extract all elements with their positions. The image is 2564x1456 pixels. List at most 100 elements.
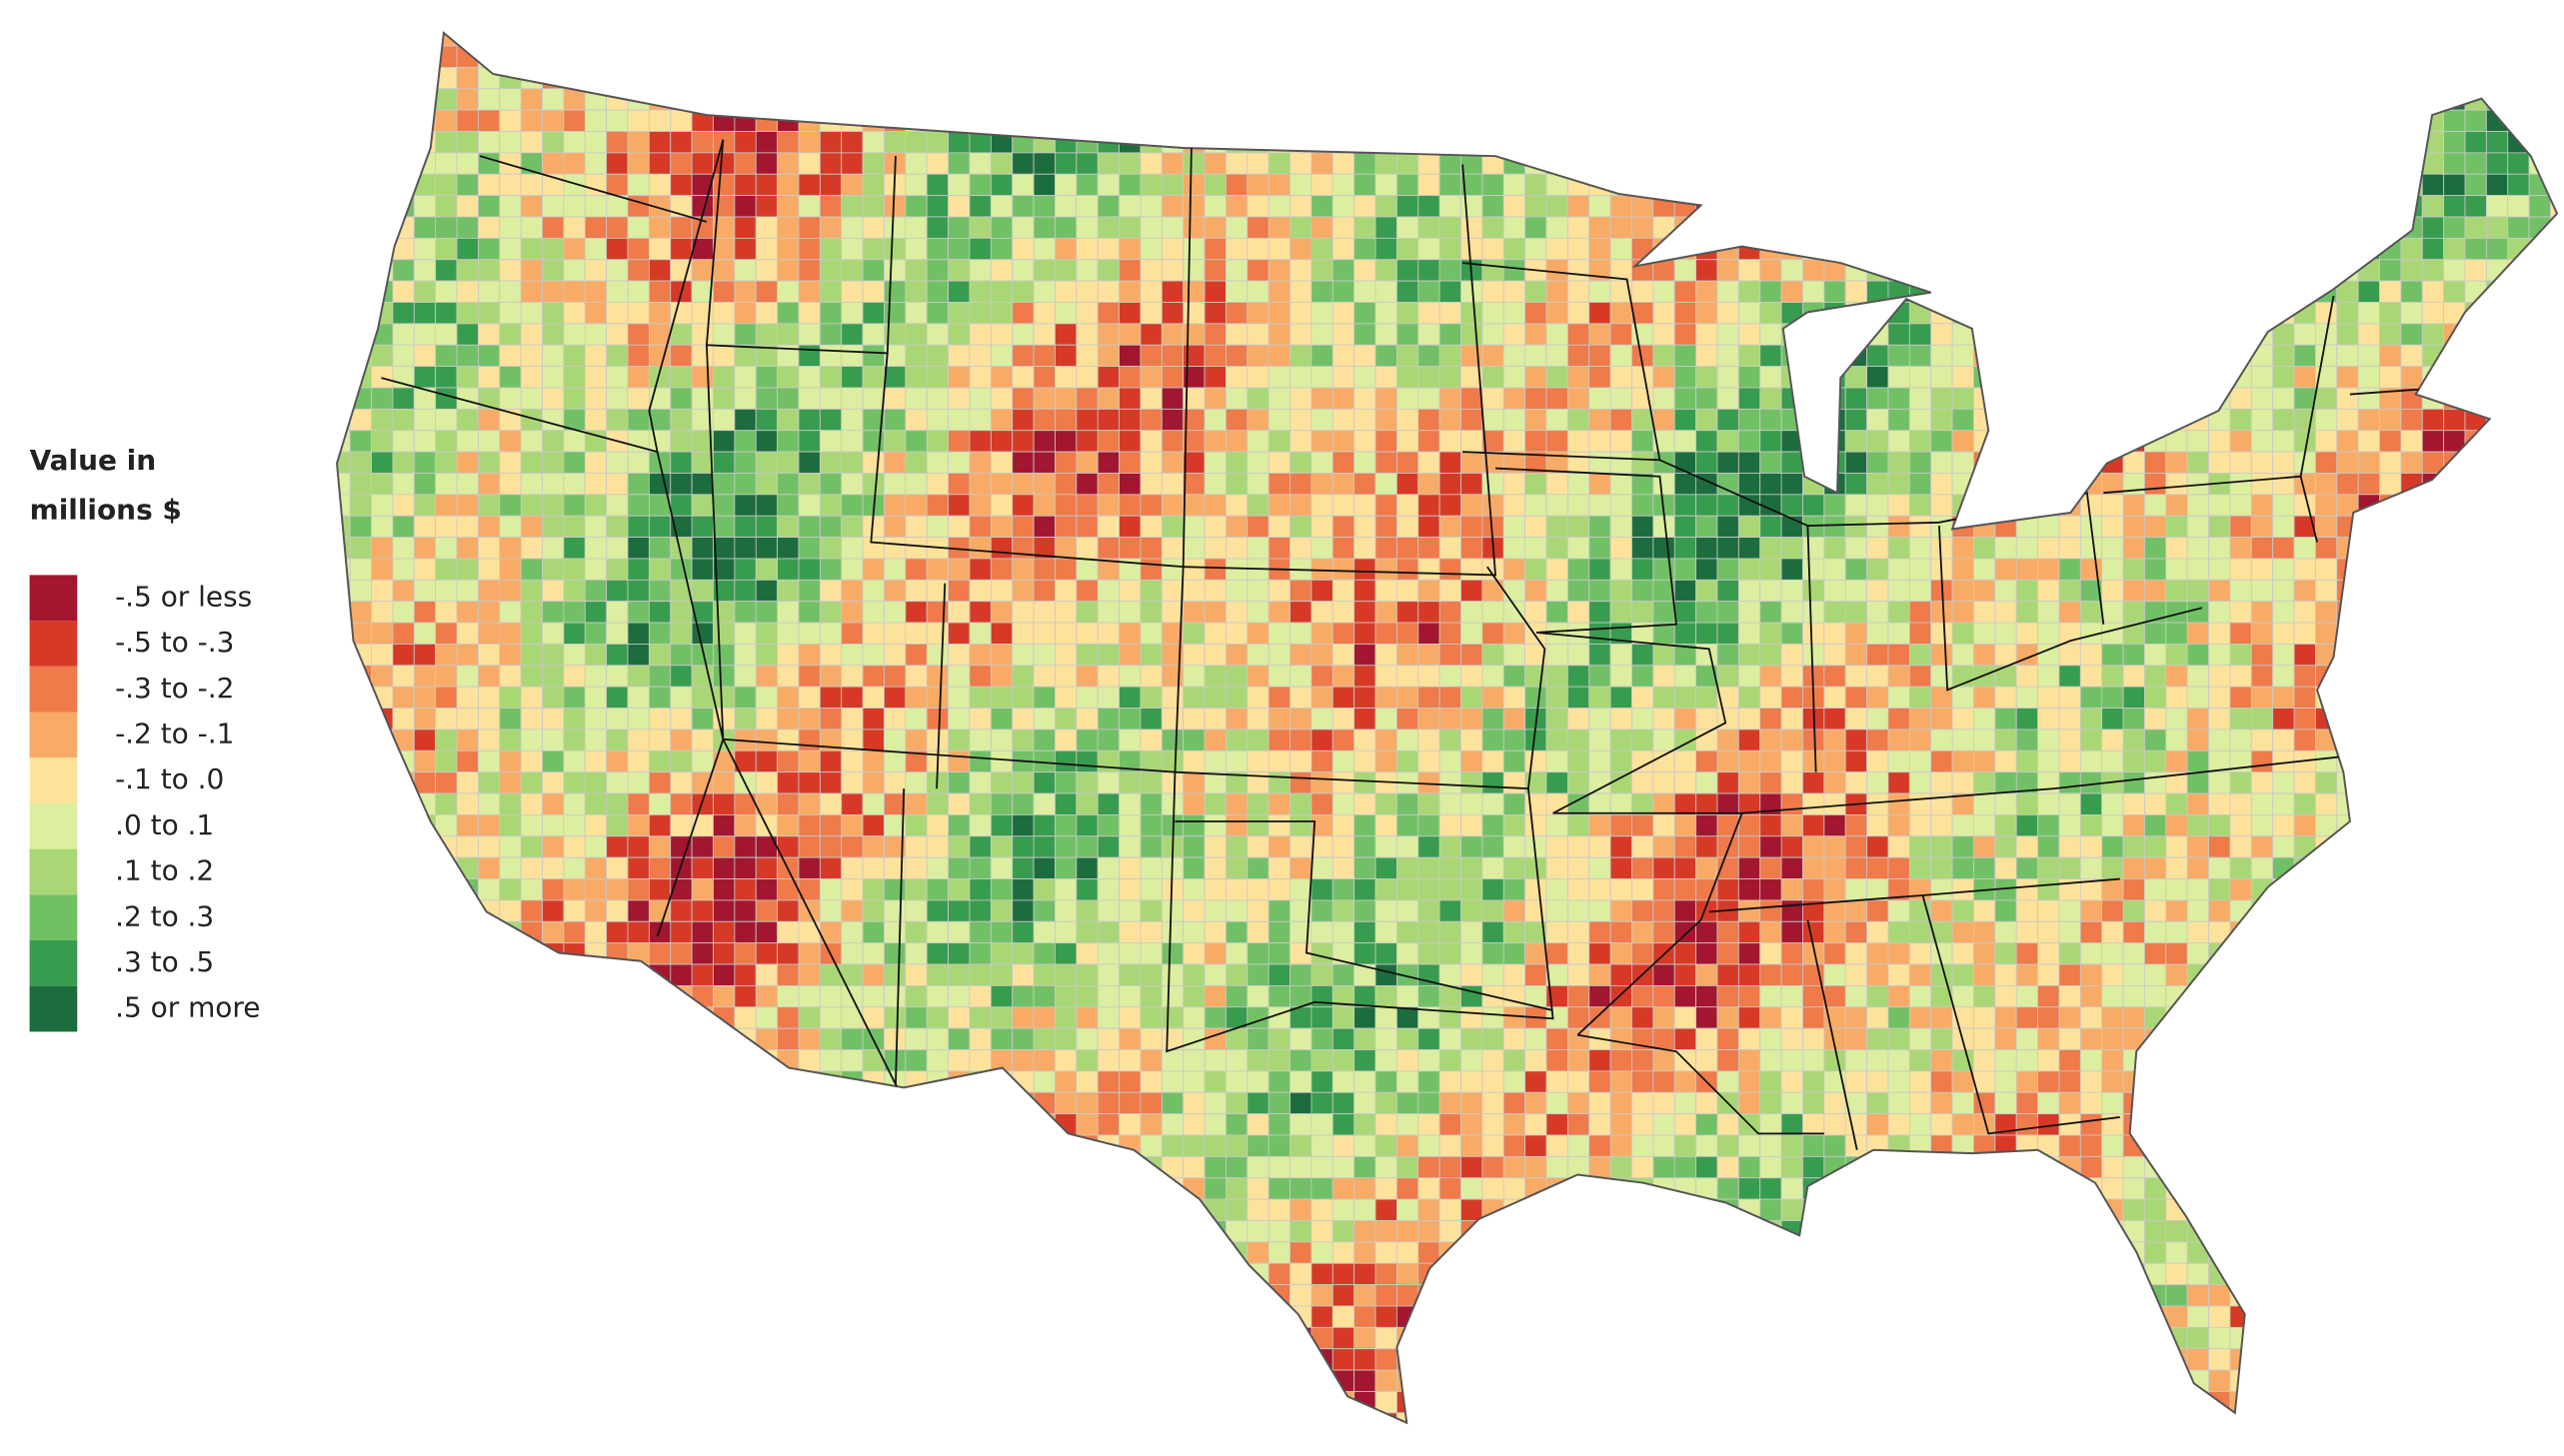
- county: [1012, 387, 1035, 410]
- county: [2400, 366, 2423, 389]
- county: [2421, 899, 2445, 922]
- county: [2015, 835, 2038, 858]
- county: [1140, 259, 1163, 282]
- county: [819, 45, 843, 68]
- county: [2464, 494, 2487, 517]
- county: [1353, 408, 1376, 432]
- county: [1033, 408, 1056, 432]
- county: [2079, 537, 2103, 560]
- county: [1204, 152, 1227, 175]
- county: [2464, 451, 2509, 474]
- county: [1588, 579, 1611, 603]
- county: [819, 601, 843, 624]
- county: [2229, 558, 2252, 581]
- county: [1695, 579, 1718, 603]
- county: [1588, 237, 1611, 261]
- county: [841, 814, 864, 837]
- county: [1566, 835, 1590, 858]
- county: [1844, 109, 1867, 132]
- county: [1204, 665, 1227, 688]
- county: [2550, 686, 2558, 709]
- county: [2400, 601, 2445, 624]
- county: [371, 942, 394, 965]
- county: [1097, 195, 1120, 218]
- county: [798, 131, 821, 154]
- county: [2421, 537, 2445, 560]
- county: [862, 728, 885, 751]
- county: [841, 558, 864, 581]
- county: [691, 792, 714, 815]
- county: [337, 109, 351, 132]
- county: [2550, 942, 2558, 965]
- county: [1140, 152, 1163, 175]
- county: [2550, 835, 2558, 858]
- county: [691, 537, 714, 560]
- county: [1012, 32, 1035, 47]
- county: [1524, 344, 1547, 368]
- county: [520, 344, 543, 368]
- county: [371, 622, 394, 645]
- county: [371, 109, 394, 132]
- county: [1759, 259, 1782, 282]
- county: [520, 66, 543, 90]
- county: [1802, 920, 1825, 944]
- county: [1502, 494, 1526, 517]
- county: [1716, 601, 1739, 624]
- county: [1994, 601, 2017, 624]
- county: [990, 537, 1014, 560]
- county: [2400, 749, 2423, 773]
- county: [2250, 984, 2274, 1008]
- county: [1780, 622, 1803, 645]
- county: [1737, 152, 1782, 175]
- county: [1119, 708, 1142, 730]
- county: [2485, 66, 2509, 90]
- county: [1076, 1006, 1099, 1029]
- county: [1289, 173, 1312, 197]
- county: [2528, 302, 2551, 325]
- county: [542, 708, 565, 730]
- county: [1140, 473, 1163, 496]
- county: [798, 237, 821, 261]
- county: [1609, 408, 1632, 432]
- county: [1609, 920, 1632, 944]
- county: [1502, 1006, 1526, 1029]
- county: [648, 558, 672, 581]
- county: [1161, 771, 1185, 794]
- county: [2144, 878, 2167, 901]
- county: [1545, 366, 1568, 389]
- county: [2507, 323, 2551, 346]
- county: [2208, 430, 2231, 453]
- county: [499, 728, 522, 751]
- county: [2357, 622, 2402, 645]
- county: [2336, 771, 2359, 794]
- county: [841, 131, 864, 154]
- county: [2037, 942, 2060, 965]
- county: [371, 32, 394, 47]
- county: [2079, 644, 2103, 667]
- county: [777, 644, 800, 667]
- county: [371, 366, 394, 389]
- county: [2250, 131, 2274, 154]
- county: [2464, 173, 2487, 197]
- county: [2037, 878, 2060, 901]
- county: [627, 280, 650, 303]
- county: [520, 665, 543, 688]
- county: [584, 963, 608, 986]
- county: [1673, 32, 1697, 47]
- county: [926, 66, 949, 90]
- county: [670, 1027, 693, 1050]
- county: [2507, 537, 2530, 560]
- county: [542, 622, 565, 645]
- county: [990, 152, 1014, 175]
- county: [884, 259, 907, 282]
- county: [798, 515, 821, 538]
- county: [691, 451, 714, 474]
- county: [2357, 537, 2380, 560]
- county: [392, 387, 415, 410]
- county: [1289, 963, 1312, 986]
- county: [1012, 88, 1035, 111]
- county: [777, 728, 800, 751]
- county: [777, 430, 800, 453]
- county: [1012, 45, 1035, 68]
- county: [2101, 856, 2124, 879]
